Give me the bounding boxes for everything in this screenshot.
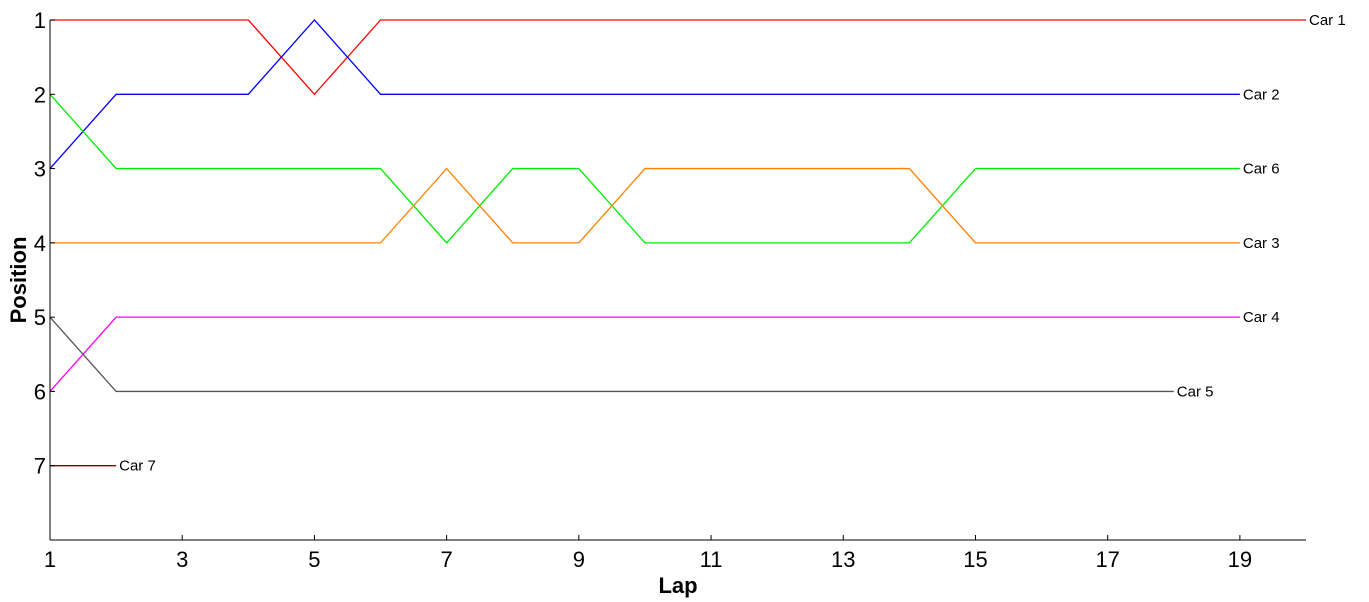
y-tick-label: 2: [34, 82, 46, 107]
series-label-car-7: Car 7: [119, 458, 156, 475]
y-tick-label: 3: [34, 157, 46, 182]
series-line-car-5: [49, 316, 1174, 393]
x-axis-title: Lap: [658, 573, 697, 598]
x-ticks: 1 3 5 7 9 11 13 15 17 19: [44, 535, 1252, 572]
x-tick-label: 11: [700, 547, 723, 572]
series-line-car-1: [50, 19, 1306, 96]
x-tick-label: 13: [831, 547, 855, 572]
x-tick-label: 17: [1095, 547, 1119, 572]
x-tick-label: 3: [176, 547, 188, 572]
series-label-car-3: Car 3: [1243, 235, 1280, 252]
series-labels: Car 1 Car 2 Car 6 Car 3 Car 4 Car 5 Car 7: [119, 12, 1346, 475]
x-tick-label: 15: [963, 547, 987, 572]
series-label-car-2: Car 2: [1243, 86, 1280, 103]
y-tick-label: 5: [34, 305, 46, 330]
series-label-car-5: Car 5: [1177, 383, 1214, 400]
series-line-car-4: [49, 316, 1240, 392]
x-tick-label: 7: [441, 547, 453, 572]
y-tick-label: 7: [34, 454, 46, 479]
x-tick-label: 5: [308, 547, 320, 572]
series-line-car-3: [50, 167, 1240, 244]
x-tick-label: 19: [1228, 547, 1252, 572]
x-tick-label: 1: [44, 547, 56, 572]
y-tick-label: 4: [34, 231, 46, 256]
series-label-car-1: Car 1: [1309, 12, 1346, 29]
y-tick-label: 6: [34, 379, 46, 404]
series-line-car-2: [49, 19, 1240, 170]
y-axis-title: Position: [6, 237, 31, 324]
y-ticks: 1 2 3 4 5 6 7: [34, 8, 55, 479]
axes: [49, 20, 1306, 541]
series-line-car-6: [49, 93, 1240, 244]
plot-lines: [49, 19, 1306, 467]
series-label-car-4: Car 4: [1243, 309, 1280, 326]
x-tick-label: 9: [573, 547, 585, 572]
y-tick-label: 1: [34, 8, 46, 33]
series-label-car-6: Car 6: [1243, 161, 1280, 178]
